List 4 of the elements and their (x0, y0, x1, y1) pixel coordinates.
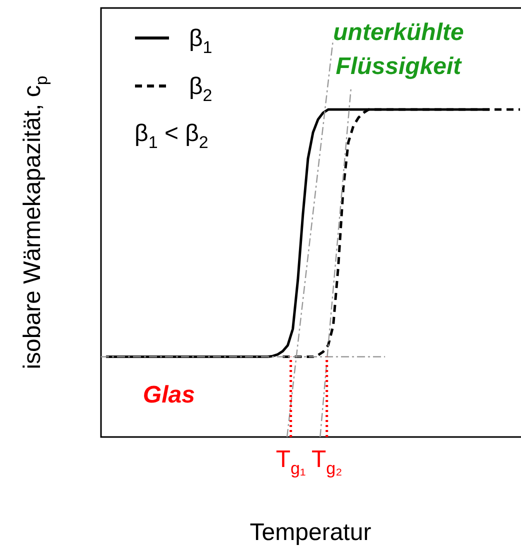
x-axis-title: Temperatur (250, 519, 372, 546)
y-axis-title: isobare Wärmekapazität, cp (19, 76, 52, 370)
annotation: Glas (142, 382, 195, 409)
text: unterkühlte Flüssigkeit (333, 19, 464, 80)
